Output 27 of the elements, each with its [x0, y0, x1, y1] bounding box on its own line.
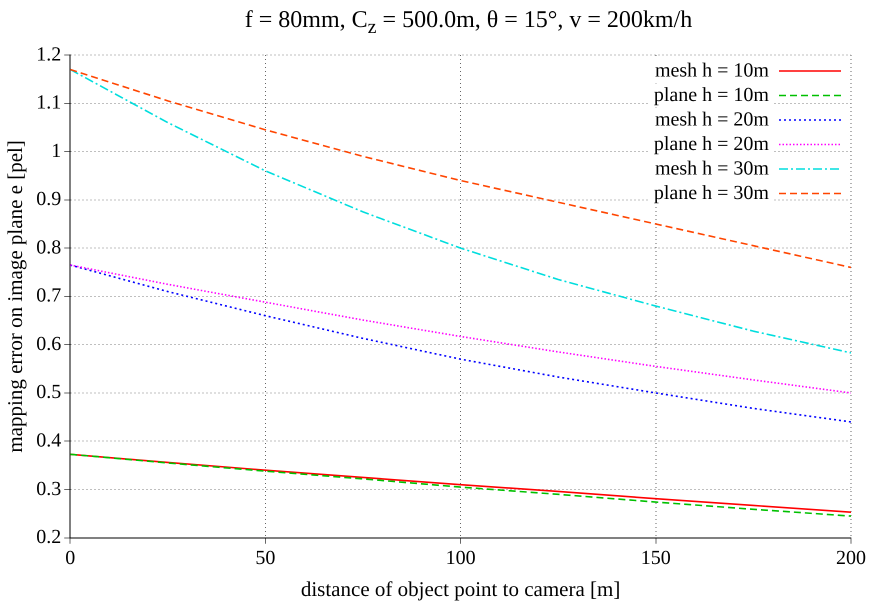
line-series	[70, 264, 851, 394]
legend-label: mesh h = 20m	[654, 108, 770, 130]
x-tick-label: 50	[255, 547, 276, 570]
y-tick-label: 0.3	[36, 478, 62, 500]
y-tick-label: 1.2	[36, 43, 62, 66]
x-axis-title: distance of object point to camera [m]	[300, 576, 620, 601]
x-tick-label: 200	[836, 547, 866, 570]
y-tick-label: 0.7	[36, 284, 62, 307]
x-tick-label: 0	[65, 547, 76, 570]
legend-label: mesh h = 30m	[654, 157, 770, 180]
y-tick-label: 0.9	[36, 188, 62, 210]
x-tick-label: 100	[446, 547, 476, 570]
y-tick-label: 0.6	[36, 332, 62, 355]
line-series	[70, 264, 851, 423]
legend-label: mesh h = 10m	[654, 59, 770, 82]
y-tick-label: 0.8	[36, 236, 62, 258]
y-axis-title: mapping error on image plane e [pel]	[3, 140, 28, 453]
legend-label: plane h = 30m	[654, 182, 770, 204]
y-tick-label: 1.1	[36, 92, 62, 114]
legend-label: plane h = 10m	[654, 84, 770, 106]
y-tick-label: 0.4	[36, 429, 62, 452]
y-tick-label: 0.5	[36, 381, 62, 404]
y-tick-label: 0.2	[36, 526, 62, 548]
x-tick-label: 150	[640, 547, 671, 570]
chart-title: f = 80mm, C$_{z}$ = 500.0m, θ = 15°, v = 200km/h	[244, 6, 694, 40]
legend-label: plane h = 20m	[654, 132, 770, 155]
y-tick-label: 1	[51, 140, 62, 162]
